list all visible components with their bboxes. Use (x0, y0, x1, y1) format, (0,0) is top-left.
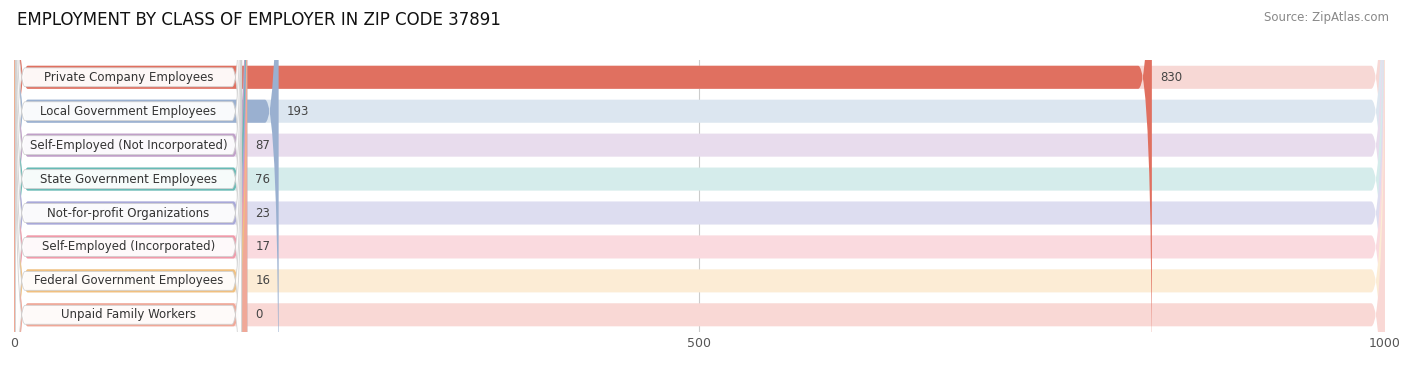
FancyBboxPatch shape (14, 0, 247, 377)
Text: Self-Employed (Incorporated): Self-Employed (Incorporated) (42, 241, 215, 253)
Text: 87: 87 (256, 139, 270, 152)
FancyBboxPatch shape (14, 0, 1385, 377)
FancyBboxPatch shape (15, 0, 242, 377)
Text: 16: 16 (256, 274, 270, 287)
FancyBboxPatch shape (14, 0, 278, 377)
Text: 193: 193 (287, 105, 309, 118)
FancyBboxPatch shape (14, 0, 1152, 377)
Text: 17: 17 (256, 241, 270, 253)
FancyBboxPatch shape (15, 0, 242, 373)
Text: 76: 76 (256, 173, 270, 185)
FancyBboxPatch shape (14, 0, 1385, 377)
FancyBboxPatch shape (15, 0, 242, 305)
FancyBboxPatch shape (14, 0, 1385, 377)
Text: Federal Government Employees: Federal Government Employees (34, 274, 224, 287)
FancyBboxPatch shape (14, 0, 247, 377)
FancyBboxPatch shape (14, 0, 247, 377)
FancyBboxPatch shape (14, 0, 247, 377)
FancyBboxPatch shape (14, 0, 247, 377)
Text: Self-Employed (Not Incorporated): Self-Employed (Not Incorporated) (30, 139, 228, 152)
FancyBboxPatch shape (14, 0, 1385, 377)
Text: Private Company Employees: Private Company Employees (44, 71, 214, 84)
Text: 830: 830 (1160, 71, 1182, 84)
Text: Local Government Employees: Local Government Employees (41, 105, 217, 118)
Text: Source: ZipAtlas.com: Source: ZipAtlas.com (1264, 11, 1389, 24)
FancyBboxPatch shape (14, 0, 1385, 377)
FancyBboxPatch shape (15, 0, 242, 339)
FancyBboxPatch shape (15, 19, 242, 377)
FancyBboxPatch shape (15, 0, 242, 377)
Text: 0: 0 (256, 308, 263, 321)
Text: EMPLOYMENT BY CLASS OF EMPLOYER IN ZIP CODE 37891: EMPLOYMENT BY CLASS OF EMPLOYER IN ZIP C… (17, 11, 501, 29)
Text: State Government Employees: State Government Employees (39, 173, 217, 185)
FancyBboxPatch shape (15, 53, 242, 377)
FancyBboxPatch shape (14, 0, 1385, 377)
FancyBboxPatch shape (14, 0, 1385, 377)
FancyBboxPatch shape (14, 0, 247, 377)
Text: 23: 23 (256, 207, 270, 219)
Text: Unpaid Family Workers: Unpaid Family Workers (60, 308, 195, 321)
FancyBboxPatch shape (14, 0, 1385, 377)
Text: Not-for-profit Organizations: Not-for-profit Organizations (48, 207, 209, 219)
FancyBboxPatch shape (15, 87, 242, 377)
